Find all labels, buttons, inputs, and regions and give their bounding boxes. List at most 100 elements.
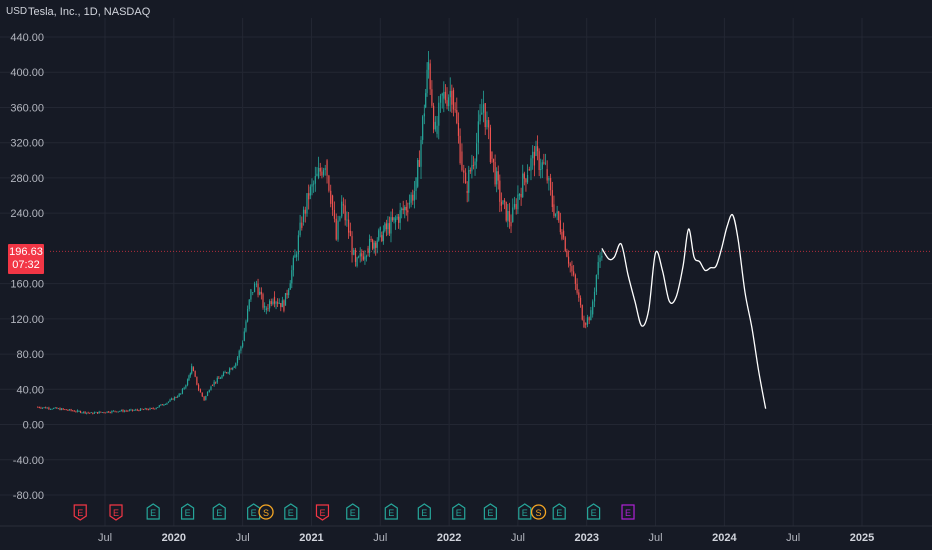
- candle-body: [252, 292, 254, 293]
- y-tick-label: 40.00: [16, 384, 44, 396]
- candle-body: [306, 193, 308, 214]
- candle-body: [41, 407, 44, 409]
- candle-body: [170, 398, 173, 400]
- candle-body: [122, 410, 124, 412]
- earnings-marker: [417, 503, 431, 520]
- candle-body: [492, 158, 495, 163]
- candle-body: [436, 125, 438, 134]
- y-tick-label: 80.00: [16, 349, 44, 361]
- candle-body: [144, 408, 146, 410]
- earnings-marker: [315, 504, 330, 521]
- candle-body: [92, 413, 94, 414]
- candle-body: [150, 408, 153, 409]
- event-marker-label: E: [216, 508, 222, 518]
- candle-body: [243, 331, 245, 341]
- candle-body: [46, 407, 48, 409]
- candle-body: [286, 293, 288, 296]
- chart-title: Tesla, Inc., 1D, NASDAQ: [28, 6, 151, 18]
- candle-body: [164, 404, 167, 405]
- candle-body: [399, 210, 401, 223]
- candle-body: [73, 410, 75, 412]
- candle-body: [535, 146, 537, 156]
- candle-body: [216, 377, 218, 383]
- candle-body: [210, 386, 212, 391]
- candle-body: [324, 168, 326, 170]
- candle-body: [422, 116, 424, 140]
- candle-body: [127, 410, 129, 412]
- candle-body: [292, 257, 294, 271]
- candle-body: [362, 256, 364, 260]
- candle-body: [78, 410, 80, 412]
- x-tick-label: Jul: [786, 532, 800, 544]
- event-marker-label: E: [421, 508, 427, 518]
- candle-body: [283, 300, 285, 311]
- candle-body: [219, 378, 222, 379]
- event-marker-label: E: [350, 508, 356, 518]
- candle-body: [318, 167, 320, 178]
- candle-body: [291, 270, 293, 284]
- candle-body: [130, 409, 132, 411]
- candle-body: [322, 169, 325, 176]
- candle-body: [581, 305, 583, 320]
- candle-body: [203, 396, 205, 401]
- candle-body: [391, 217, 394, 221]
- candle-body: [415, 177, 417, 191]
- candle-body: [381, 235, 383, 242]
- candle-body: [517, 194, 519, 210]
- candle-body: [48, 407, 50, 409]
- x-tick-label: 2023: [574, 532, 598, 544]
- y-tick-label: -80.00: [13, 490, 44, 502]
- earnings-marker: [247, 503, 261, 520]
- candle-body: [328, 175, 330, 191]
- candle-body: [365, 256, 368, 258]
- candle-body: [45, 407, 47, 409]
- earnings-marker: [552, 503, 566, 520]
- candle-body: [566, 251, 568, 257]
- candle-body: [418, 160, 420, 167]
- earnings-marker: [452, 503, 466, 520]
- candle-body: [175, 397, 177, 398]
- candle-body: [123, 410, 126, 412]
- candle-body: [147, 409, 150, 411]
- candle-body: [301, 222, 303, 228]
- candle-body: [120, 410, 123, 412]
- candle-body: [541, 162, 543, 170]
- split-marker: [258, 504, 274, 520]
- candle-body: [167, 401, 170, 403]
- candle-body: [296, 254, 298, 258]
- candle-body: [141, 408, 143, 410]
- event-marker-label: S: [263, 508, 269, 518]
- candle-body: [533, 151, 536, 166]
- x-tick-label: Jul: [649, 532, 663, 544]
- candle-body: [523, 173, 525, 179]
- candle-body: [117, 411, 119, 413]
- candle-body: [194, 371, 196, 377]
- candle-body: [505, 201, 507, 221]
- candle-body: [512, 207, 514, 222]
- candle-body: [449, 90, 451, 98]
- candle-body: [384, 223, 386, 231]
- candle-body: [60, 408, 63, 410]
- y-tick-label: 360.00: [10, 102, 44, 114]
- candle-body: [281, 300, 283, 308]
- candle-body: [378, 230, 380, 241]
- candle-body: [526, 175, 529, 183]
- candle-body: [284, 293, 287, 306]
- candle-body: [351, 236, 353, 255]
- candle-body: [413, 190, 416, 201]
- candle-body: [354, 249, 357, 262]
- candle-body: [51, 408, 53, 410]
- candle-body: [166, 402, 168, 405]
- candle-body: [337, 220, 339, 240]
- candle-body: [412, 194, 414, 201]
- candle-body: [192, 367, 195, 372]
- candle-body: [236, 357, 239, 363]
- candle-body: [173, 397, 176, 400]
- candle-body: [98, 411, 100, 414]
- candle-body: [553, 204, 555, 216]
- candle-body: [466, 191, 468, 193]
- candle-body: [82, 411, 85, 413]
- candle-body: [549, 178, 552, 191]
- candle-body: [93, 412, 96, 414]
